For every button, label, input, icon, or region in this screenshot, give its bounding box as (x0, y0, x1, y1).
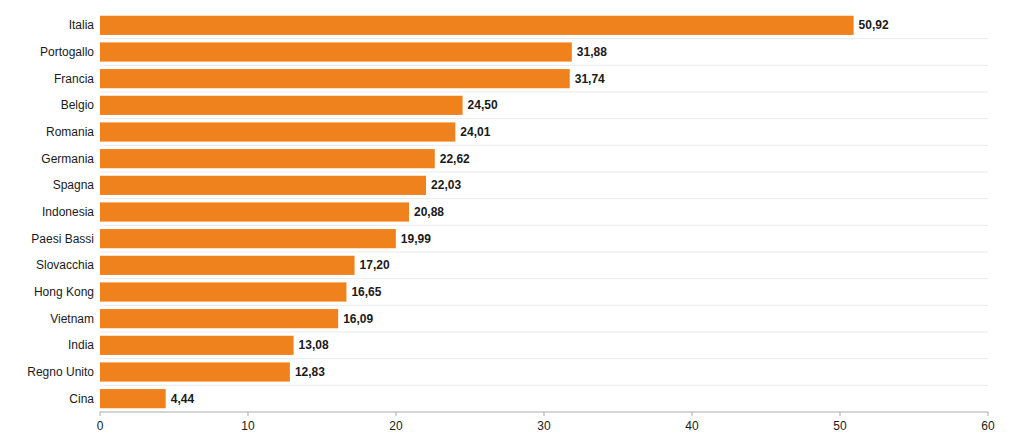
y-tick-label: Germania (41, 152, 94, 166)
data-labels: 50,92 31,88 31,74 24,50 24,01 22,62 22,03 20,88… (171, 18, 889, 405)
y-tick-label: Cina (69, 392, 94, 406)
bar (100, 362, 290, 381)
row-separator (100, 252, 988, 253)
x-tick-label: 30 (537, 419, 551, 433)
x-tick (544, 412, 545, 416)
chart-container: 50,92 31,88 31,74 24,50 24,01 22,62 22,03 20,88… (0, 0, 1024, 446)
row-separator (100, 305, 988, 306)
row-separator (100, 332, 988, 333)
bar (100, 336, 294, 355)
row-separator (100, 385, 988, 386)
x-tick-label: 60 (981, 419, 995, 433)
row-separators (100, 39, 988, 386)
chart: 50,92 31,88 31,74 24,50 24,01 22,62 22,03 20,88… (0, 0, 1024, 446)
data-label: 31,88 (577, 45, 607, 59)
x-axis: 0 10 20 30 40 50 60 (97, 412, 995, 433)
x-tick (248, 412, 249, 416)
y-tick-label: Vietnam (50, 312, 94, 326)
data-label: 12,83 (295, 365, 325, 379)
data-label: 17,20 (360, 258, 390, 272)
bar (100, 389, 166, 408)
x-tick-label: 40 (685, 419, 699, 433)
row-separator (100, 278, 988, 279)
data-label: 16,65 (351, 285, 381, 299)
row-separator (100, 198, 988, 199)
row-separator (100, 358, 988, 359)
y-tick-label: India (68, 338, 94, 352)
y-tick-label: Italia (69, 18, 95, 32)
bar (100, 96, 463, 115)
row-separator (100, 172, 988, 173)
bar (100, 149, 435, 168)
bar (100, 202, 409, 221)
x-tick-label: 50 (833, 419, 847, 433)
row-separator (100, 225, 988, 226)
bar (100, 176, 426, 195)
y-tick-label: Portogallo (40, 45, 94, 59)
data-label: 22,62 (440, 152, 470, 166)
y-tick-label: Hong Kong (34, 285, 94, 299)
data-label: 24,01 (460, 125, 490, 139)
x-tick-label: 10 (241, 419, 255, 433)
row-separator (100, 92, 988, 93)
bar (100, 229, 396, 248)
y-tick-label: Romania (46, 125, 94, 139)
bar (100, 42, 572, 61)
data-label: 20,88 (414, 205, 444, 219)
y-tick-label: Spagna (53, 178, 95, 192)
row-separator (100, 118, 988, 119)
y-tick-label: Regno Unito (27, 365, 94, 379)
x-tick (988, 412, 989, 416)
bar (100, 309, 338, 328)
row-separator (100, 38, 988, 39)
bars (100, 16, 854, 409)
x-tick (100, 412, 101, 416)
x-tick-label: 20 (389, 419, 403, 433)
x-tick (840, 412, 841, 416)
data-label: 22,03 (431, 178, 461, 192)
bar (100, 122, 455, 141)
y-tick-label: Slovacchia (36, 258, 94, 272)
bar (100, 256, 355, 275)
data-label: 13,08 (299, 338, 329, 352)
bar (100, 69, 570, 88)
x-tick (396, 412, 397, 416)
y-tick-label: Paesi Bassi (31, 232, 94, 246)
bar (100, 16, 854, 35)
data-label: 31,74 (575, 72, 605, 86)
data-label: 50,92 (859, 18, 889, 32)
bar (100, 282, 346, 301)
row-separator (100, 145, 988, 146)
data-label: 16,09 (343, 312, 373, 326)
data-label: 19,99 (401, 232, 431, 246)
data-label: 4,44 (171, 392, 195, 406)
x-tick-label: 0 (97, 419, 104, 433)
y-tick-label: Francia (54, 72, 94, 86)
y-tick-label: Belgio (61, 98, 95, 112)
data-label: 24,50 (468, 98, 498, 112)
y-tick-label: Indonesia (42, 205, 94, 219)
x-tick (692, 412, 693, 416)
row-separator (100, 65, 988, 66)
y-axis: Italia Portogallo Francia Belgio Romania Germ… (27, 18, 94, 405)
